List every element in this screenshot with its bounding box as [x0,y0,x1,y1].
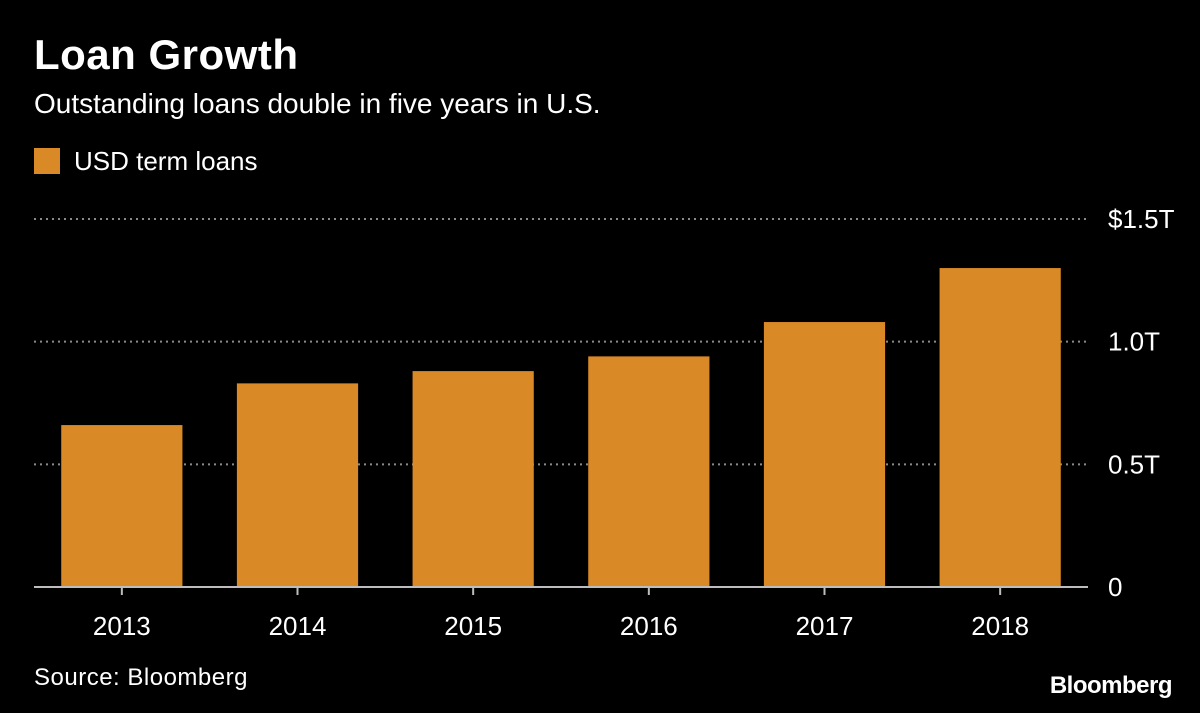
y-tick-label-3: $1.5T [1108,204,1175,234]
legend-swatch [34,148,60,174]
x-tick-label-2016: 2016 [620,611,678,641]
bar-2017 [763,322,886,587]
legend-label: USD term loans [74,146,258,176]
y-tick-label-0: 0 [1108,572,1122,602]
bar-2014 [236,383,359,587]
bloomberg-logo: Bloomberg [1049,672,1173,699]
bar-2016 [588,356,710,587]
x-tick-label-2015: 2015 [444,611,502,641]
x-tick-label-2018: 2018 [971,611,1029,641]
bar-2013 [61,425,183,587]
x-tick-label-2017: 2017 [796,611,854,641]
source-note: Source: Bloomberg [34,664,248,691]
y-tick-label-1: 0.5T [1108,449,1160,479]
x-tick-label-2013: 2013 [93,611,151,641]
chart-subtitle: Outstanding loans double in five years i… [34,88,601,119]
legend: USD term loans [34,148,258,174]
bar-2015 [412,371,534,587]
x-tick-label-2014: 2014 [269,611,327,641]
y-tick-label-2: 1.0T [1108,327,1160,357]
chart-title: Loan Growth [34,31,299,78]
bar-2018 [939,268,1061,587]
